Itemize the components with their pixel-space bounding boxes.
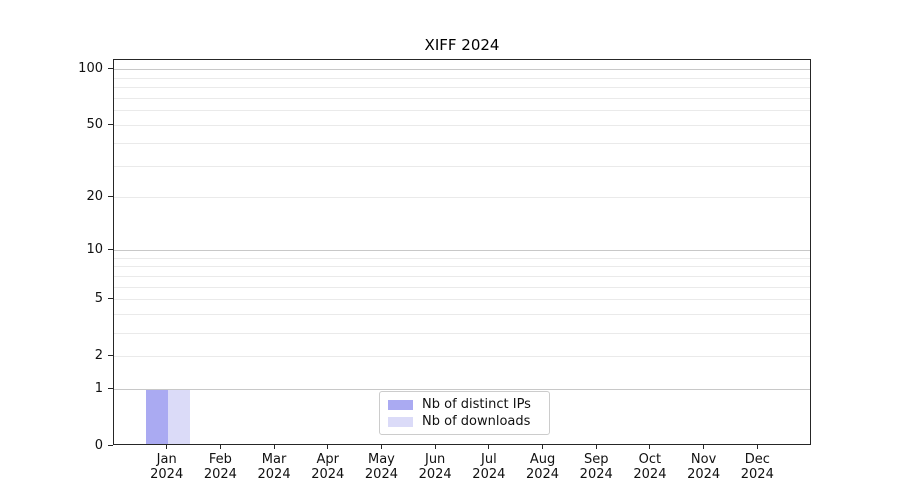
- x-tick-year: 2024: [472, 467, 506, 482]
- x-tick-month: Jan: [156, 452, 177, 467]
- x-tick-label: May 2024: [349, 452, 413, 482]
- y-tick-mark: [108, 354, 113, 356]
- minor-gridline: [114, 276, 810, 278]
- x-tick-year: 2024: [150, 467, 184, 482]
- x-tick-label: Oct 2024: [618, 452, 682, 482]
- y-tick-label: 0: [94, 437, 103, 453]
- minor-gridline: [114, 125, 810, 127]
- legend-swatch-distinct-ips: [388, 399, 413, 410]
- y-tick-mark: [108, 68, 113, 70]
- x-tick-label: Feb 2024: [188, 452, 252, 482]
- legend-label: Nb of downloads: [422, 414, 531, 429]
- bar-distinct-ips: [145, 389, 168, 444]
- x-tick-year: 2024: [311, 467, 345, 482]
- x-tick-month: Jun: [424, 452, 446, 467]
- y-tick-label: 1: [94, 381, 103, 396]
- x-tick-year: 2024: [579, 467, 613, 482]
- x-tick-year: 2024: [633, 467, 667, 482]
- x-tick-year: 2024: [525, 467, 560, 482]
- x-tick-mark: [327, 445, 329, 449]
- x-tick-mark: [488, 445, 490, 449]
- minor-gridline: [114, 299, 810, 301]
- x-tick-label: Dec 2024: [725, 452, 789, 482]
- x-tick-month: Mar: [261, 452, 287, 467]
- y-tick-label: 2: [94, 347, 103, 363]
- x-tick-year: 2024: [418, 467, 452, 482]
- legend-label: Nb of distinct IPs: [422, 397, 531, 412]
- y-tick-mark: [108, 298, 113, 300]
- x-tick-label: Jun 2024: [403, 452, 467, 482]
- x-tick-mark: [380, 445, 382, 449]
- x-tick-mark: [219, 445, 221, 449]
- x-tick-month: Sep: [583, 452, 609, 467]
- x-tick-mark: [756, 445, 758, 449]
- x-tick-label: Sep 2024: [564, 452, 628, 482]
- x-tick-mark: [542, 445, 544, 449]
- minor-gridline: [114, 87, 810, 89]
- x-tick-year: 2024: [740, 467, 774, 482]
- x-tick-label: Jul 2024: [457, 452, 521, 482]
- minor-gridline: [114, 332, 810, 334]
- x-tick-month: Jul: [481, 452, 497, 467]
- minor-gridline: [114, 77, 810, 79]
- x-tick-label: Aug 2024: [511, 452, 575, 482]
- y-tick-mark: [108, 444, 113, 446]
- y-tick-label: 10: [86, 242, 103, 258]
- minor-gridline: [114, 286, 810, 288]
- x-tick-month: Apr: [316, 452, 340, 467]
- legend-row: Nb of distinct IPs: [388, 396, 541, 413]
- y-tick-label: 50: [86, 117, 103, 133]
- minor-gridline: [114, 257, 810, 259]
- legend: Nb of distinct IPs Nb of downloads: [379, 391, 550, 435]
- x-tick-month: May: [368, 452, 395, 467]
- y-tick-label: 20: [86, 189, 103, 205]
- minor-gridline: [114, 355, 810, 357]
- x-tick-year: 2024: [257, 467, 291, 482]
- x-tick-mark: [703, 445, 705, 449]
- major-gridline: [114, 250, 810, 252]
- x-tick-label: Nov 2024: [672, 452, 736, 482]
- plot-area: [113, 59, 811, 445]
- x-tick-mark: [166, 445, 168, 449]
- x-tick-label: Apr 2024: [296, 452, 360, 482]
- x-tick-mark: [595, 445, 597, 449]
- x-tick-month: Oct: [638, 452, 662, 467]
- x-tick-year: 2024: [203, 467, 237, 482]
- minor-gridline: [114, 314, 810, 316]
- x-tick-month: Nov: [690, 452, 717, 467]
- y-tick-mark: [108, 124, 113, 126]
- x-tick-year: 2024: [687, 467, 721, 482]
- y-tick-label: 5: [94, 291, 103, 307]
- minor-gridline: [114, 98, 810, 100]
- minor-gridline: [114, 110, 810, 112]
- major-gridline: [114, 389, 810, 390]
- legend-swatch-downloads: [388, 416, 413, 427]
- x-tick-month: Feb: [208, 452, 232, 467]
- x-tick-label: Mar 2024: [242, 452, 306, 482]
- x-tick-mark: [273, 445, 275, 449]
- minor-gridline: [114, 165, 810, 167]
- y-tick-label: 100: [78, 61, 103, 77]
- major-gridline: [114, 69, 810, 71]
- chart-title: XIFF 2024: [424, 36, 500, 54]
- minor-gridline: [114, 266, 810, 268]
- x-tick-month: Dec: [744, 452, 770, 467]
- y-tick-mark: [108, 196, 113, 198]
- x-tick-year: 2024: [364, 467, 398, 482]
- x-tick-mark: [434, 445, 436, 449]
- legend-row: Nb of downloads: [388, 413, 541, 430]
- y-tick-mark: [108, 388, 113, 389]
- minor-gridline: [114, 142, 810, 144]
- bar-downloads: [167, 389, 190, 444]
- x-tick-label: Jan 2024: [135, 452, 199, 482]
- x-tick-mark: [649, 445, 651, 449]
- y-tick-mark: [108, 249, 113, 251]
- x-tick-month: Aug: [529, 452, 556, 467]
- minor-gridline: [114, 197, 810, 199]
